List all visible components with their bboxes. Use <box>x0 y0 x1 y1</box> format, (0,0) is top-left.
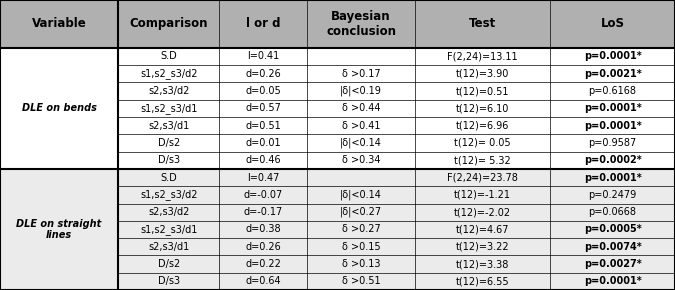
Text: δ >0.17: δ >0.17 <box>342 69 381 79</box>
Text: t(12)=-1.21: t(12)=-1.21 <box>454 190 511 200</box>
Text: s2,s3/d1: s2,s3/d1 <box>148 121 190 131</box>
Text: s1,s2_s3/d2: s1,s2_s3/d2 <box>140 68 198 79</box>
Text: t(12)=6.96: t(12)=6.96 <box>456 121 510 131</box>
Text: t(12)=6.10: t(12)=6.10 <box>456 104 510 113</box>
Bar <box>0 186 675 204</box>
Bar <box>0 204 675 221</box>
Text: p=0.0002*: p=0.0002* <box>584 155 641 165</box>
Text: s2,s3/d2: s2,s3/d2 <box>148 207 190 217</box>
Text: D/s2: D/s2 <box>158 259 180 269</box>
Text: s1,s2_s3/d1: s1,s2_s3/d1 <box>140 103 197 114</box>
Text: p=0.0001*: p=0.0001* <box>584 173 641 183</box>
Text: p=0.9587: p=0.9587 <box>589 138 637 148</box>
Text: p=0.0001*: p=0.0001* <box>584 52 641 61</box>
Text: t(12)=0.51: t(12)=0.51 <box>456 86 510 96</box>
Text: p=0.2479: p=0.2479 <box>589 190 637 200</box>
Text: d=0.57: d=0.57 <box>245 104 281 113</box>
Text: t(12)=3.38: t(12)=3.38 <box>456 259 510 269</box>
Text: DLE on bends: DLE on bends <box>22 104 97 113</box>
Text: δ >0.13: δ >0.13 <box>342 259 381 269</box>
Text: |δ|<0.14: |δ|<0.14 <box>340 138 382 148</box>
Text: F(2,24)=23.78: F(2,24)=23.78 <box>447 173 518 183</box>
Text: δ >0.15: δ >0.15 <box>342 242 381 252</box>
Text: |δ|<0.27: |δ|<0.27 <box>340 207 382 218</box>
Text: DLE on straight
lines: DLE on straight lines <box>16 219 102 240</box>
Text: δ >0.27: δ >0.27 <box>342 224 381 234</box>
Text: l=0.47: l=0.47 <box>247 173 279 183</box>
Text: δ >0.41: δ >0.41 <box>342 121 381 131</box>
Bar <box>0 152 675 169</box>
Text: F(2,24)=13.11: F(2,24)=13.11 <box>448 52 518 61</box>
Bar <box>0 238 675 255</box>
Bar <box>0 100 675 117</box>
Bar <box>0 255 675 273</box>
Text: p=0.0021*: p=0.0021* <box>584 69 641 79</box>
Text: D/s3: D/s3 <box>158 276 180 286</box>
Text: Test: Test <box>469 17 496 30</box>
Text: t(12)=-2.02: t(12)=-2.02 <box>454 207 511 217</box>
Text: d=0.26: d=0.26 <box>246 242 281 252</box>
Bar <box>0 48 675 65</box>
Text: s1,s2_s3/d2: s1,s2_s3/d2 <box>140 189 198 200</box>
Text: D/s3: D/s3 <box>158 155 180 165</box>
Bar <box>0 134 675 152</box>
Text: S.D: S.D <box>161 52 177 61</box>
Text: d=0.22: d=0.22 <box>245 259 281 269</box>
Text: D/s2: D/s2 <box>158 138 180 148</box>
Text: p=0.0005*: p=0.0005* <box>584 224 641 234</box>
Text: d=0.38: d=0.38 <box>246 224 281 234</box>
Text: d=0.46: d=0.46 <box>246 155 281 165</box>
Text: t(12)=4.67: t(12)=4.67 <box>456 224 510 234</box>
Text: d=-0.07: d=-0.07 <box>244 190 283 200</box>
Bar <box>0 65 675 82</box>
Text: p=0.0027*: p=0.0027* <box>584 259 641 269</box>
Text: t(12)=3.22: t(12)=3.22 <box>456 242 510 252</box>
Text: p=0.0074*: p=0.0074* <box>584 242 641 252</box>
Text: Comparison: Comparison <box>130 17 208 30</box>
Text: |δ|<0.14: |δ|<0.14 <box>340 190 382 200</box>
Text: δ >0.51: δ >0.51 <box>342 276 381 286</box>
Bar <box>0 273 675 290</box>
Text: l=0.41: l=0.41 <box>247 52 279 61</box>
Text: p=0.0001*: p=0.0001* <box>584 121 641 131</box>
Text: p=0.6168: p=0.6168 <box>589 86 637 96</box>
Text: δ >0.44: δ >0.44 <box>342 104 381 113</box>
Text: s1,s2_s3/d1: s1,s2_s3/d1 <box>140 224 197 235</box>
Text: t(12)=6.55: t(12)=6.55 <box>456 276 510 286</box>
Text: l or d: l or d <box>246 17 281 30</box>
Text: d=0.26: d=0.26 <box>246 69 281 79</box>
Text: d=0.05: d=0.05 <box>246 86 281 96</box>
Text: t(12)=3.90: t(12)=3.90 <box>456 69 510 79</box>
Text: t(12)= 5.32: t(12)= 5.32 <box>454 155 511 165</box>
Bar <box>0 82 675 100</box>
Bar <box>0 117 675 134</box>
Text: S.D: S.D <box>161 173 177 183</box>
Text: s2,s3/d1: s2,s3/d1 <box>148 242 190 252</box>
Text: d=0.64: d=0.64 <box>246 276 281 286</box>
Text: |δ|<0.19: |δ|<0.19 <box>340 86 382 96</box>
Bar <box>0 221 675 238</box>
Text: δ >0.34: δ >0.34 <box>342 155 381 165</box>
Text: d=-0.17: d=-0.17 <box>244 207 283 217</box>
Text: p=0.0668: p=0.0668 <box>589 207 637 217</box>
Text: d=0.01: d=0.01 <box>246 138 281 148</box>
Text: Bayesian
conclusion: Bayesian conclusion <box>326 10 396 38</box>
Text: Variable: Variable <box>32 17 86 30</box>
Bar <box>0 169 675 186</box>
Text: t(12)= 0.05: t(12)= 0.05 <box>454 138 511 148</box>
Text: LoS: LoS <box>601 17 624 30</box>
Text: s2,s3/d2: s2,s3/d2 <box>148 86 190 96</box>
Text: p=0.0001*: p=0.0001* <box>584 276 641 286</box>
Text: p=0.0001*: p=0.0001* <box>584 104 641 113</box>
Bar <box>0 0 675 48</box>
Text: d=0.51: d=0.51 <box>246 121 281 131</box>
